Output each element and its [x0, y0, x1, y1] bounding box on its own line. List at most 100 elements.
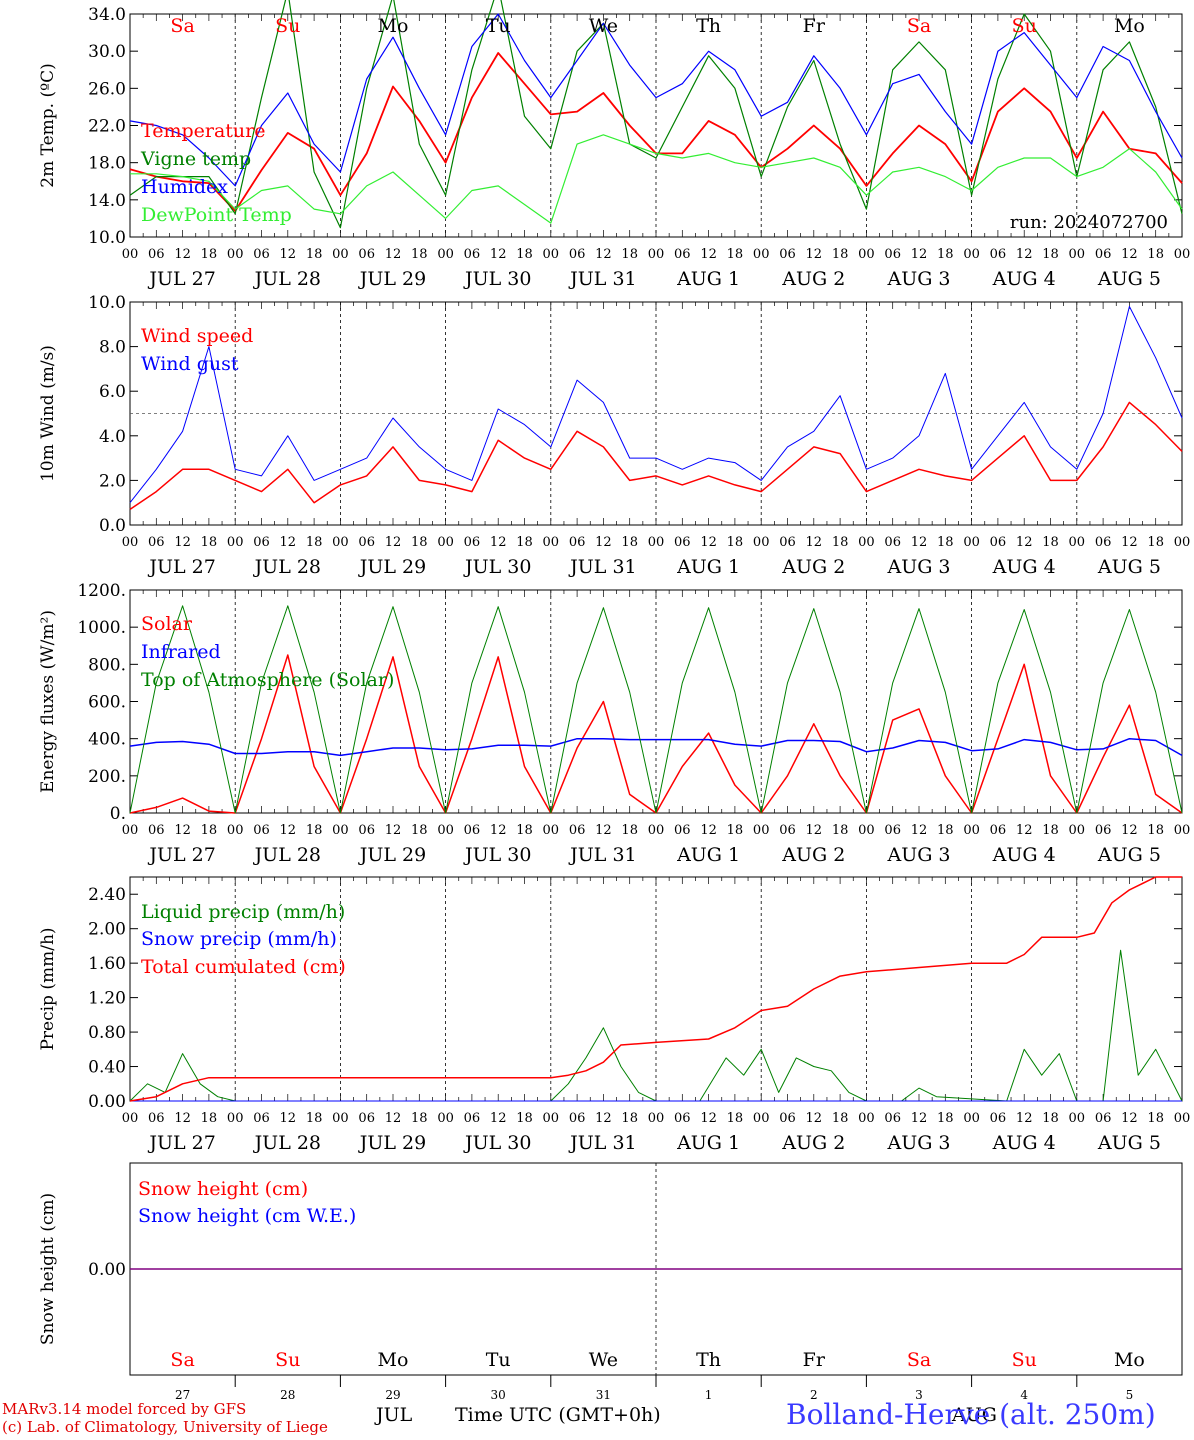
- y-tick-label: 14.0: [88, 191, 126, 211]
- x-hour-label: 18: [727, 247, 744, 262]
- x-hour-label: 18: [1147, 1111, 1164, 1126]
- x-date-label: JUL 29: [358, 556, 426, 578]
- x-date-label: AUG 2: [781, 556, 845, 578]
- x-hour-label: 18: [201, 1111, 218, 1126]
- x-hour-label: 06: [1095, 823, 1112, 838]
- model-credit: MARv3.14 model forced by GFS: [2, 1400, 247, 1418]
- x-hour-label: 06: [464, 247, 481, 262]
- x-hour-label: 18: [306, 535, 323, 550]
- x-hour-label: 06: [779, 823, 796, 838]
- x-hour-label: 12: [1016, 535, 1033, 550]
- x-hour-label: 18: [1147, 247, 1164, 262]
- x-hour-label: 06: [569, 247, 586, 262]
- footer-month-label-aug: AUG: [952, 1404, 997, 1426]
- x-hour-label: 00: [858, 247, 875, 262]
- series-line-vigne-temp: [129, 0, 1183, 229]
- x-hour-label: 06: [674, 247, 691, 262]
- x-hour-label: 06: [358, 1111, 375, 1126]
- x-hour-label: 12: [385, 535, 402, 550]
- x-hour-label: 18: [621, 1111, 638, 1126]
- footer-month-label: JUL: [376, 1404, 413, 1426]
- x-hour-label: 18: [1042, 535, 1059, 550]
- y-tick-label: 200.: [88, 767, 126, 787]
- x-hour-label: 18: [727, 1111, 744, 1126]
- x-hour-label: 18: [516, 823, 533, 838]
- x-hour-label: 18: [621, 823, 638, 838]
- x-hour-label: 18: [411, 1111, 428, 1126]
- footer-credits: MARv3.14 model forced by GFS (c) Lab. of…: [2, 1400, 328, 1436]
- y-tick-label: 0.: [110, 804, 126, 824]
- x-hour-label: 18: [306, 1111, 323, 1126]
- x-hour-label: 12: [280, 247, 297, 262]
- x-hour-label: 06: [148, 535, 165, 550]
- x-date-label: AUG 1: [676, 268, 740, 290]
- x-hour-label: 00: [543, 1111, 560, 1126]
- x-hour-label: 00: [122, 535, 139, 550]
- x-hour-label: 06: [884, 823, 901, 838]
- x-hour-label: 06: [253, 823, 270, 838]
- x-hour-label: 06: [884, 247, 901, 262]
- x-hour-label: 12: [595, 1111, 612, 1126]
- x-hour-label: 06: [569, 823, 586, 838]
- weekday-label: Fr: [803, 1349, 826, 1371]
- x-hour-label: 00: [437, 535, 454, 550]
- x-day-number: 29: [385, 1388, 400, 1402]
- weekday-label: Tu: [486, 15, 511, 37]
- x-date-label: JUL 31: [568, 1132, 636, 1154]
- y-tick-label: 1200.: [77, 581, 126, 601]
- x-hour-label: 06: [464, 535, 481, 550]
- x-hour-label: 18: [306, 823, 323, 838]
- x-hour-label: 18: [201, 823, 218, 838]
- y-tick-label: 800.: [88, 655, 126, 675]
- x-hour-label: 00: [963, 247, 980, 262]
- x-date-label: AUG 5: [1097, 268, 1161, 290]
- legend-entry: Liquid precip (mm/h): [141, 901, 345, 923]
- y-axis-label: 2m Temp. (ºC): [38, 63, 58, 188]
- x-hour-label: 00: [122, 1111, 139, 1126]
- series-line-total-cumulated-cm-: [129, 876, 1182, 1102]
- x-hour-label: 00: [1069, 1111, 1086, 1126]
- x-hour-label: 12: [700, 823, 717, 838]
- y-tick-label: 600.: [88, 693, 126, 713]
- x-hour-label: 06: [884, 535, 901, 550]
- x-hour-label: 00: [1174, 247, 1191, 262]
- legend-entry: Solar: [141, 613, 193, 635]
- series-line-wind-speed: [129, 401, 1183, 511]
- x-hour-label: 06: [358, 535, 375, 550]
- x-hour-label: 00: [1069, 535, 1086, 550]
- x-date-label: AUG 2: [781, 844, 845, 866]
- x-day-number: 4: [1020, 1388, 1028, 1402]
- x-hour-label: 12: [174, 823, 191, 838]
- x-hour-label: 06: [253, 247, 270, 262]
- weekday-label: Su: [1012, 1349, 1037, 1371]
- legend-entry: Temperature: [141, 120, 265, 142]
- x-day-number: 27: [175, 1388, 190, 1402]
- x-hour-label: 18: [1042, 823, 1059, 838]
- x-date-label: JUL 29: [358, 1132, 426, 1154]
- x-hour-label: 00: [332, 247, 349, 262]
- x-hour-label: 00: [437, 823, 454, 838]
- x-hour-label: 00: [332, 1111, 349, 1126]
- x-hour-label: 12: [280, 823, 297, 838]
- x-date-label: AUG 1: [676, 844, 740, 866]
- x-date-label: JUL 27: [147, 1132, 215, 1154]
- x-hour-label: 12: [174, 247, 191, 262]
- x-date-label: AUG 3: [886, 556, 950, 578]
- y-tick-label: 0.40: [88, 1058, 126, 1078]
- x-hour-label: 00: [753, 247, 770, 262]
- x-hour-label: 12: [280, 1111, 297, 1126]
- x-hour-label: 06: [779, 535, 796, 550]
- x-hour-label: 06: [1095, 247, 1112, 262]
- x-hour-label: 12: [700, 1111, 717, 1126]
- legend-entry: Snow precip (mm/h): [141, 928, 337, 950]
- x-hour-label: 06: [569, 1111, 586, 1126]
- x-hour-label: 06: [148, 1111, 165, 1126]
- x-hour-label: 00: [1069, 823, 1086, 838]
- x-hour-label: 00: [227, 535, 244, 550]
- x-hour-label: 12: [595, 823, 612, 838]
- x-date-label: JUL 29: [358, 844, 426, 866]
- x-hour-label: 12: [490, 1111, 507, 1126]
- weekday-label: Su: [1012, 15, 1037, 37]
- x-date-label: JUL 30: [463, 844, 531, 866]
- series-line-wind-gust: [129, 306, 1183, 504]
